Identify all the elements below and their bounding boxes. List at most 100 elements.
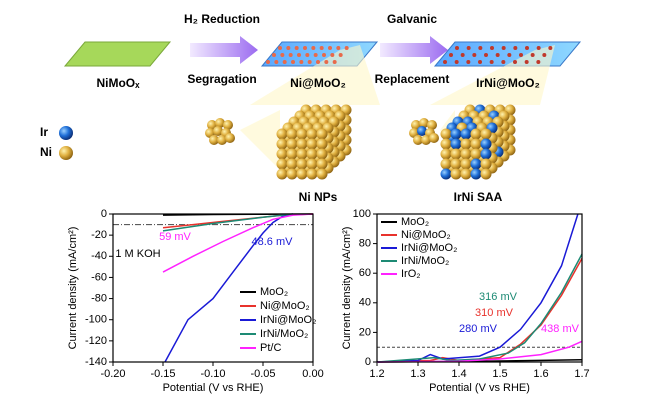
sheet-dot [478,46,483,50]
legend-label: Ni@MoO₂ [401,229,451,241]
annotation: 280 mV [459,323,498,335]
annotation: 310 mV [475,307,514,319]
atom [440,168,452,180]
atom [215,118,225,128]
atom [306,148,318,160]
sheet-dot [332,60,337,64]
x-tick-label: -0.10 [200,368,225,380]
sheet-dot [299,60,304,64]
atom [460,148,472,160]
atom [306,128,318,140]
atom [440,128,452,140]
x-tick-label: -0.05 [250,368,275,380]
sheet [63,41,172,67]
atom [419,118,429,128]
sheet-dot [311,46,316,50]
atom [306,138,318,150]
atom [450,138,462,150]
arrow-label: H₂ Reduction [184,12,260,26]
sheet-dot [307,60,312,64]
sheet-dot [524,60,529,64]
y-tick-label: -20 [91,229,107,241]
atom [316,158,328,170]
sheet-dot [530,53,535,57]
atom [440,148,452,160]
plot-frame [376,213,583,363]
sheet-dot [472,53,477,57]
x-tick-label: 0.00 [302,368,323,380]
sheet-dot [330,53,335,57]
atom [460,128,472,140]
annotation: 316 mV [479,291,518,303]
sheet-dot [507,53,512,57]
x-tick-label: -0.15 [150,368,175,380]
arrow-label: Galvanic [387,12,437,26]
annotation: 1 M KOH [115,248,160,260]
atom [470,148,482,160]
atom [316,168,328,180]
atom [316,128,328,140]
sheet-dot [344,46,349,50]
y-tick-label: -40 [91,250,107,262]
atom [480,168,492,180]
atom [217,135,227,145]
plot-frame [112,213,314,363]
sheet-dot [322,53,326,57]
ni-atom [59,146,73,160]
legend-label: IrNi@MoO₂ [401,242,457,254]
sheet-dot [466,60,471,64]
atom [480,138,492,150]
atom [286,158,298,170]
atom [276,168,288,180]
sheet-dot [449,53,453,57]
y-tick-label: 40 [359,297,371,309]
x-tick-label: 1.6 [533,368,548,380]
schematic: NiMoOₓ Ni@MoO₂ IrNi@MoO₂ H₂ Reduction Se… [40,12,582,204]
y-tick-label: -140 [85,356,107,368]
sheet-dot [495,53,500,57]
atom [450,148,462,160]
annotation: 59 mV [159,231,191,243]
atom [296,128,308,140]
atom [440,138,452,150]
atom [460,158,472,170]
sheet-dot [280,53,285,57]
sheet-dot [513,46,518,50]
sheet-dot [324,60,329,64]
atom [286,168,298,180]
line [162,213,314,273]
y-tick-label: -60 [91,271,107,283]
sheet-dot [490,46,494,50]
atom [286,148,298,160]
sheet-dot [278,46,282,50]
y-tick-label: 20 [359,326,371,338]
atom [306,168,318,180]
atom [276,138,288,150]
atom [225,133,235,143]
atom [296,138,308,150]
sheet-dot [328,46,332,50]
sheet-dot [501,46,506,50]
atom [440,158,452,170]
x-axis-title: Potential (V vs RHE) [163,382,264,394]
sheet-dot [266,60,270,64]
atom [427,120,437,130]
atom [470,128,482,140]
arrow-label: Replacement [375,72,450,86]
sheet-dot [313,53,318,57]
sheet-dot [274,60,279,64]
arrow [190,36,258,64]
sheet-dot [501,60,506,64]
sheet-dot [319,46,324,50]
line [162,213,294,232]
zoom-beam [250,45,380,105]
zoom-beam [240,110,280,170]
sheet-dot [297,53,301,57]
atom [276,148,288,160]
sheet-dot [536,60,541,64]
annotation: 48.6 mV [252,236,294,248]
atom [450,128,462,140]
legend-label: Ni [40,145,52,159]
y-tick-label: 60 [359,267,371,279]
